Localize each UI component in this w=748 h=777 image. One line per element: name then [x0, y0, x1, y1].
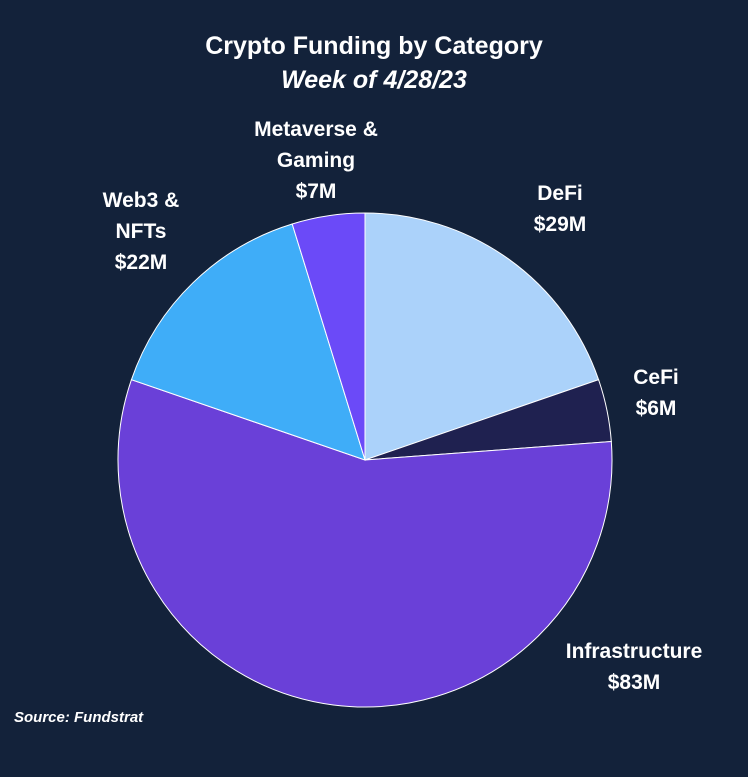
pie-slice-web3-nfts: [130, 223, 366, 461]
slice-label-defi: DeFi $29M: [534, 182, 587, 236]
slice-label-infrastructure: Infrastructure $83M: [566, 640, 703, 694]
pie-slice-defi: [364, 212, 600, 461]
slice-label-web3-nfts: Web3 & NFTs $22M: [103, 189, 180, 274]
slice-label-metaverse-gaming: Metaverse & Gaming $7M: [254, 118, 378, 203]
chart-title: Crypto Funding by Category: [205, 32, 543, 60]
pie-slices: [117, 212, 613, 708]
pie-slice-metaverse-gaming: [291, 212, 366, 461]
source-note: Source: Fundstrat: [14, 709, 144, 726]
chart-subtitle: Week of 4/28/23: [281, 66, 467, 94]
pie-slice-infrastructure: [117, 379, 613, 708]
slice-labels: DeFi $29M CeFi $6M Infrastructure $83M Web3 & N…: [103, 118, 703, 694]
slice-label-cefi: CeFi $6M: [633, 366, 679, 420]
